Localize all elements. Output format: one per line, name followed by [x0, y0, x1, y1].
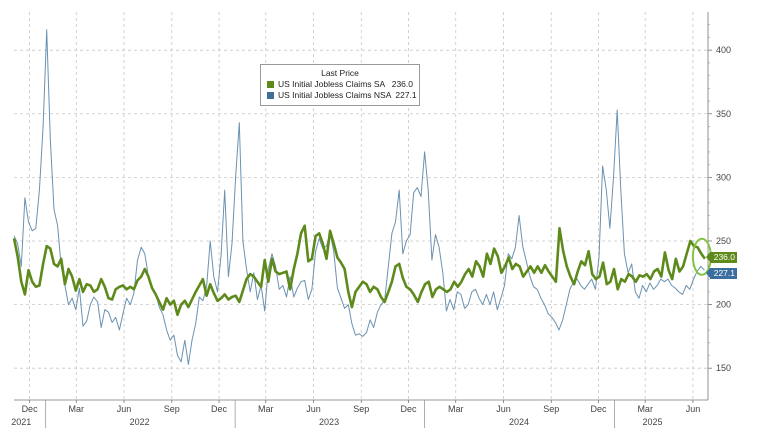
last-value-badge-sa: 236.0 [706, 252, 737, 264]
x-month-label: Mar [69, 404, 85, 414]
y-tick-label: 200 [716, 300, 731, 310]
last-value-badge-nsa: 227.1 [706, 268, 737, 280]
legend-entry-nsa: US Initial Jobless Claims NSA 227.1 [267, 90, 417, 101]
x-month-label: Jun [306, 404, 321, 414]
x-year-label: 2021 [11, 417, 31, 427]
x-month-label: Dec [400, 404, 417, 414]
y-tick-label: 350 [716, 109, 731, 119]
x-month-label: Dec [22, 404, 39, 414]
x-year-label: 2022 [130, 417, 150, 427]
x-month-label: Jun [686, 404, 701, 414]
x-year-label: 2024 [509, 417, 529, 427]
legend: Last Price US Initial Jobless Claims SA … [260, 64, 420, 106]
x-month-label: Dec [590, 404, 607, 414]
y-tick-label: 300 [716, 172, 731, 182]
x-year-label: 2025 [642, 417, 662, 427]
legend-title: Last Price [321, 68, 359, 78]
x-month-label: Sep [353, 404, 369, 414]
legend-label-sa: US Initial Jobless Claims SA [278, 79, 386, 89]
x-month-label: Sep [543, 404, 559, 414]
legend-swatch-sa [267, 81, 274, 88]
series-line-sa [12, 224, 706, 317]
x-month-label: Dec [211, 404, 228, 414]
x-month-label: Sep [164, 404, 180, 414]
x-year-label: 2023 [319, 417, 339, 427]
y-tick-label: 150 [716, 363, 731, 373]
x-month-label: Mar [448, 404, 464, 414]
series-layer [12, 29, 706, 365]
legend-value-nsa: 227.1 [395, 90, 417, 100]
series-line-nsa [13, 29, 705, 365]
y-tick-label: 400 [716, 45, 731, 55]
legend-swatch-nsa [267, 92, 274, 99]
x-month-label: Jun [117, 404, 132, 414]
x-month-label: Mar [637, 404, 653, 414]
gridlines [14, 12, 708, 400]
x-month-label: Jun [496, 404, 511, 414]
legend-value-sa: 236.0 [391, 79, 413, 89]
y-tick-label: 250 [716, 236, 731, 246]
axes: 150 200 250 300 350 400 Dec Mar Jun Sep Dec Mar Jun S… [11, 12, 731, 428]
legend-entry-sa: US Initial Jobless Claims SA 236.0 [267, 79, 413, 90]
x-month-label: Mar [258, 404, 274, 414]
legend-label-nsa: US Initial Jobless Claims NSA [278, 90, 392, 100]
